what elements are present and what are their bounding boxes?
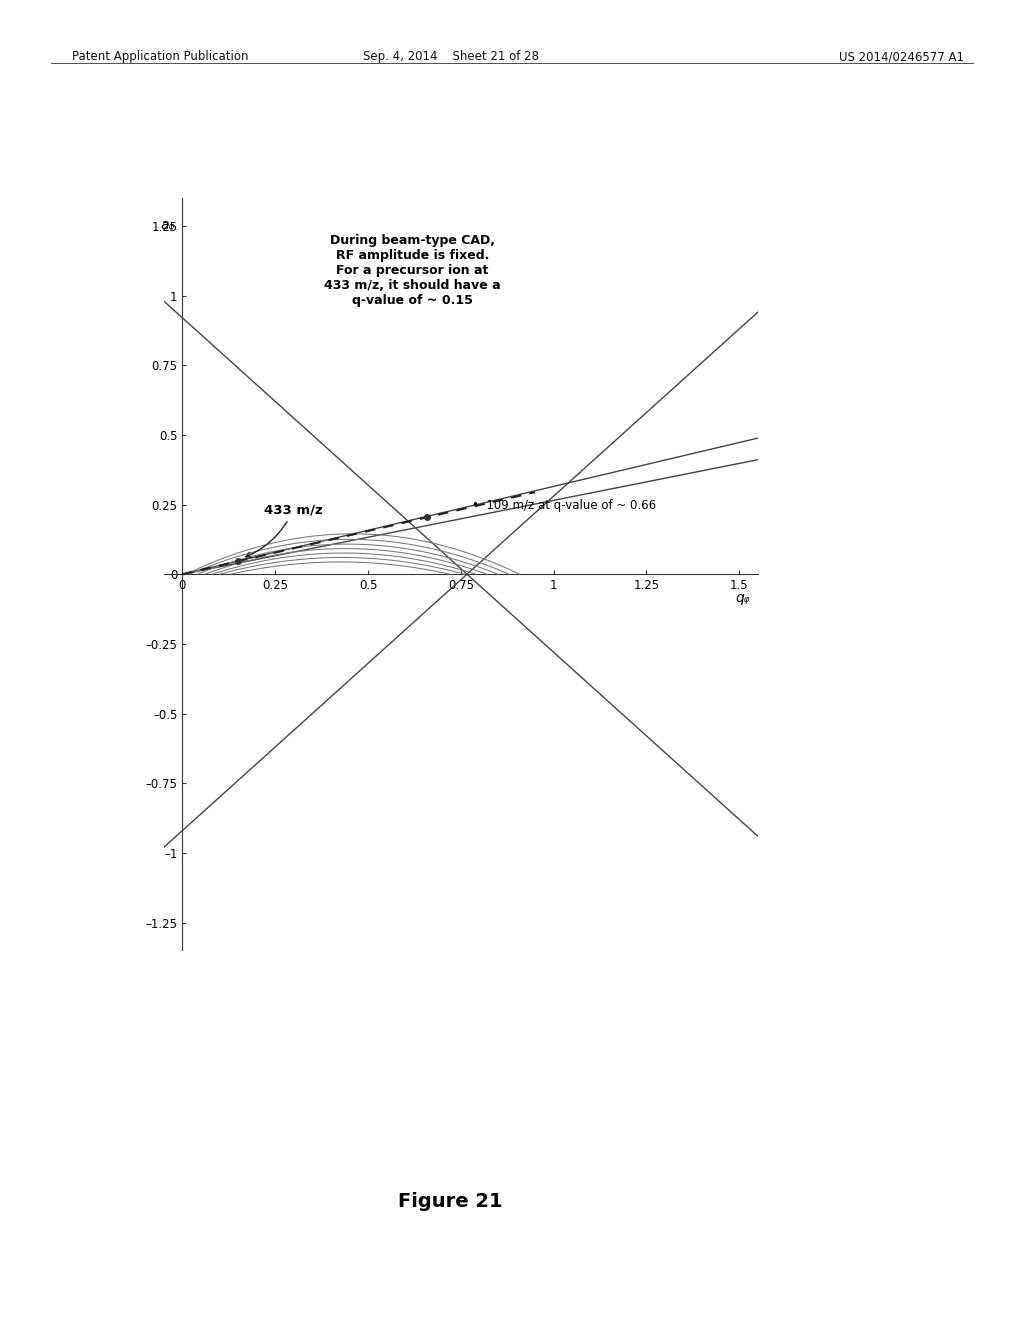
Text: Figure 21: Figure 21 <box>398 1192 503 1210</box>
Text: aᵩ: aᵩ <box>161 218 175 231</box>
Text: •  109 m/z at q-value of ~ 0.66: • 109 m/z at q-value of ~ 0.66 <box>472 499 656 512</box>
Text: Sep. 4, 2014    Sheet 21 of 28: Sep. 4, 2014 Sheet 21 of 28 <box>362 50 539 63</box>
Text: qᵩ: qᵩ <box>736 591 751 605</box>
Text: Patent Application Publication: Patent Application Publication <box>72 50 248 63</box>
Text: During beam-type CAD,
RF amplitude is fixed.
For a precursor ion at
433 m/z, it : During beam-type CAD, RF amplitude is fi… <box>325 234 501 308</box>
Text: US 2014/0246577 A1: US 2014/0246577 A1 <box>839 50 964 63</box>
Text: 433 m/z: 433 m/z <box>246 504 323 557</box>
